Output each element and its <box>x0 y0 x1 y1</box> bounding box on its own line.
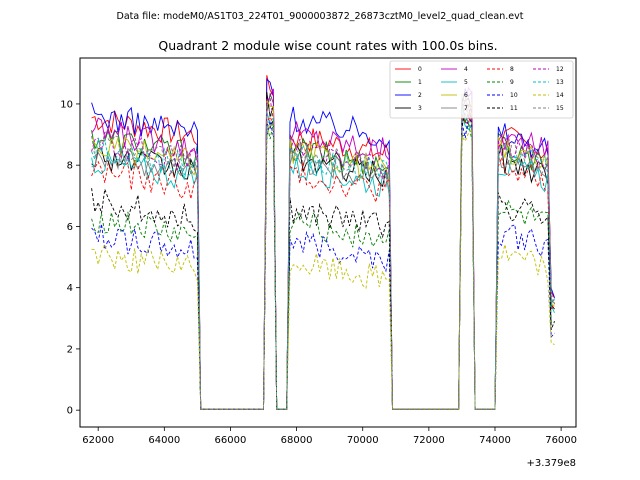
x-tick-label: 68000 <box>281 435 313 446</box>
legend-label-0: 0 <box>418 66 422 73</box>
x-tick-label: 76000 <box>545 435 577 446</box>
chart-title: Quadrant 2 module wise count rates with … <box>158 38 497 53</box>
series-layer <box>91 75 555 410</box>
series-line-15 <box>91 97 555 410</box>
x-tick-label: 66000 <box>215 435 247 446</box>
series-line-14 <box>91 123 555 410</box>
figure-suptitle: Data file: modeM0/AS1T03_224T01_90000038… <box>117 11 524 22</box>
legend-label-12: 12 <box>556 66 564 73</box>
legend-label-6: 6 <box>464 92 468 99</box>
legend-label-11: 11 <box>510 105 518 112</box>
y-tick-label: 0 <box>67 406 73 417</box>
legend-label-13: 13 <box>556 79 564 86</box>
legend-label-14: 14 <box>556 92 564 99</box>
x-tick-label: 70000 <box>347 435 379 446</box>
legend-label-15: 15 <box>556 105 564 112</box>
legend-label-5: 5 <box>464 79 468 86</box>
legend-label-10: 10 <box>510 92 518 99</box>
x-tick-label: 62000 <box>82 435 114 446</box>
legend-label-1: 1 <box>418 79 422 86</box>
legend-label-8: 8 <box>510 66 514 73</box>
x-tick-label: 72000 <box>413 435 445 446</box>
legend-label-4: 4 <box>464 66 468 73</box>
legend-label-2: 2 <box>418 92 422 99</box>
legend-box <box>389 60 574 119</box>
x-tick-label: 74000 <box>479 435 511 446</box>
y-axis: 0 2 4 6 8 10 <box>60 99 80 417</box>
y-tick-label: 2 <box>67 344 73 355</box>
y-tick-label: 10 <box>60 99 73 110</box>
legend-label-9: 9 <box>510 79 514 86</box>
x-offset-label: +3.379e8 <box>526 458 576 469</box>
legend-label-7: 7 <box>464 105 468 112</box>
y-tick-label: 6 <box>67 222 73 233</box>
x-axis: 62000 64000 66000 68000 70000 72000 74000 76000 <box>82 427 577 446</box>
x-tick-label: 64000 <box>148 435 180 446</box>
y-tick-label: 8 <box>67 161 73 172</box>
legend-label-3: 3 <box>418 105 422 112</box>
y-tick-label: 4 <box>67 283 73 294</box>
plot-frame <box>79 57 577 428</box>
